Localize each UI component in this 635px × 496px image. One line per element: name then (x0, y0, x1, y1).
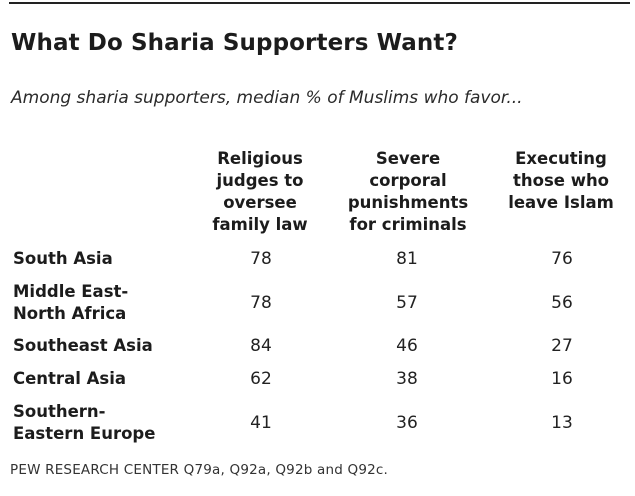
table-cell: 13 (551, 413, 573, 433)
column-header-executing: Executing those who leave Islam (508, 149, 614, 212)
source-note: PEW RESEARCH CENTER Q79a, Q92a, Q92b and… (10, 462, 389, 478)
table-cell: 38 (396, 369, 418, 389)
table-cell: 76 (551, 249, 573, 269)
row-label: Central Asia (13, 369, 126, 388)
chart-title: What Do Sharia Supporters Want? (11, 30, 458, 56)
table-cell: 46 (396, 336, 418, 356)
column-header-religious-judges: Religious judges to oversee family law (212, 149, 308, 234)
table-cell: 78 (250, 293, 272, 313)
chart-subtitle: Among sharia supporters, median % of Mus… (11, 88, 523, 108)
table-cell: 62 (250, 369, 272, 389)
top-rule (9, 2, 630, 4)
table-cell: 78 (250, 249, 272, 269)
table-cell: 81 (396, 249, 418, 269)
table-cell: 57 (396, 293, 418, 313)
row-label: Middle East- North Africa (13, 282, 129, 323)
table-cell: 56 (551, 293, 573, 313)
row-label: South Asia (13, 249, 113, 268)
table-cell: 36 (396, 413, 418, 433)
column-header-corporal-punishments: Severe corporal punishments for criminal… (347, 149, 469, 234)
table-cell: 16 (551, 369, 573, 389)
table-cell: 84 (250, 336, 272, 356)
row-label: Southern- Eastern Europe (13, 402, 156, 443)
row-label: Southeast Asia (13, 336, 153, 355)
table-cell: 27 (551, 336, 573, 356)
table-cell: 41 (250, 413, 272, 433)
